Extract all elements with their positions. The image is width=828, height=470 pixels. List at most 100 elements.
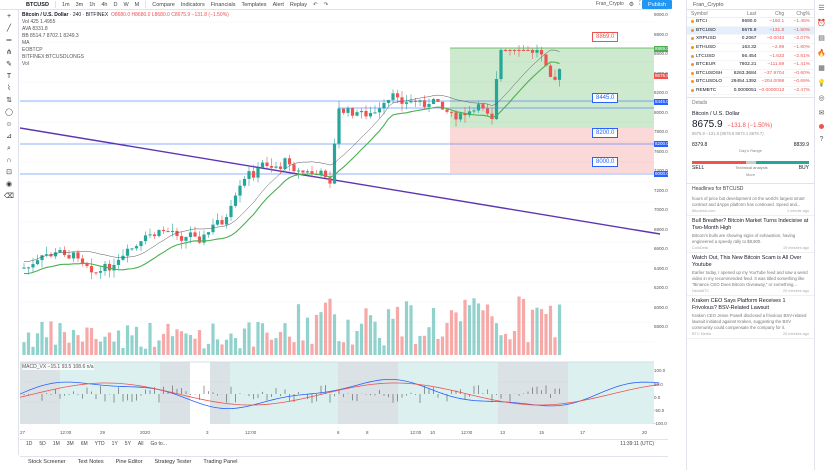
range-all[interactable]: All [137, 441, 144, 447]
legend-row[interactable]: MA [22, 40, 30, 46]
prediction-icon[interactable]: ⇅ [6, 97, 12, 104]
magnet-icon[interactable]: ∩ [6, 157, 12, 164]
interval-3m[interactable]: 3m [75, 1, 84, 8]
publish-button[interactable]: Publish [642, 0, 672, 9]
watchlist-row[interactable]: XRPUSD 0.2067 −0.0043 −2.07% [687, 35, 814, 44]
watchlist-row[interactable]: BTCEUR 7802.21 −111.69 −1.41% [687, 61, 814, 70]
ideas-icon[interactable]: 💡 [817, 80, 826, 87]
templates-button[interactable]: Templates [241, 1, 267, 8]
interval-m[interactable]: M [134, 1, 140, 8]
range-1m[interactable]: 1M [52, 441, 60, 447]
range-6m[interactable]: 6M [80, 441, 88, 447]
macd-legend[interactable]: MACD_VX −15.1 93.5 108.6 n/a [22, 364, 94, 370]
pitchfork-icon[interactable]: ⋔ [6, 49, 12, 56]
range-5y[interactable]: 5Y [124, 441, 131, 447]
lock-icon[interactable]: ⊡ [6, 169, 12, 176]
trash-icon[interactable]: ⌫ [4, 193, 14, 200]
news-item[interactable]: Bull Breather? Bitcoin Market Turns Inde… [687, 216, 814, 254]
utc-clock[interactable]: 11:39:11 (UTC) [620, 441, 654, 447]
text-icon[interactable]: T [6, 73, 12, 80]
brush-icon[interactable]: ✎ [6, 61, 12, 68]
news-item[interactable]: Watch Out, This New Bitcoin Scam is All … [687, 253, 814, 297]
chart-area[interactable] [20, 10, 668, 437]
ruler-icon[interactable]: ⊿ [6, 133, 12, 140]
legend-row[interactable]: BB 8514.7 8702.1 8249.3 [22, 33, 79, 39]
calendar-icon[interactable]: ▦ [818, 65, 825, 72]
news-item[interactable]: Kraken CEO Says Platform Receives 1 Friv… [687, 296, 814, 340]
watchlist-row[interactable]: REMBTC 0.0000051 −0.0000013 −2.47% [687, 87, 814, 96]
hotlist-icon[interactable]: 🔥 [817, 50, 826, 57]
legend-row[interactable]: BITFINEX:BTCUSDLONGS [22, 54, 84, 60]
column-symbol[interactable]: Symbol [691, 11, 708, 17]
zoom-icon[interactable]: ⌕ [7, 145, 11, 152]
price-level-8000[interactable]: 8000.0 [592, 157, 619, 167]
macd-histogram [248, 394, 250, 397]
icons-icon[interactable]: ☺ [5, 121, 13, 128]
trendline-icon[interactable]: ╱ [6, 25, 12, 32]
watchlist-row[interactable]: BTCUSDSH 6263.3684 −37.9704 −0.60% [687, 70, 814, 79]
news-item[interactable]: hours of price but development on the wo… [687, 193, 814, 217]
data-window-icon[interactable]: ▤ [818, 35, 825, 42]
interval-1h[interactable]: 1h [89, 1, 96, 8]
more-button[interactable]: More [745, 172, 756, 178]
visibility-icon[interactable]: ◉ [5, 181, 13, 188]
macd-line [20, 378, 660, 410]
alert-button[interactable]: Alert [272, 1, 284, 8]
settings-icon[interactable]: ⚙ [628, 2, 635, 8]
help-icon[interactable]: ? [819, 136, 824, 143]
shapes-icon[interactable]: ◯ [5, 109, 13, 116]
legend-row[interactable]: Vol [22, 61, 29, 67]
indicators-button[interactable]: Indicators [180, 1, 205, 8]
watchlist-icon[interactable]: ☰ [818, 5, 825, 12]
range-ytd[interactable]: YTD [94, 441, 105, 447]
interval-4h[interactable]: 4h [101, 1, 108, 8]
financials-button[interactable]: Financials [210, 1, 236, 8]
column-last[interactable]: Last [747, 11, 757, 17]
price-level-8869[interactable]: 8869.0 [592, 32, 619, 42]
tab-strategy-tester[interactable]: Strategy Tester [154, 459, 192, 465]
range-1d[interactable]: 1D [26, 441, 33, 447]
interval-1m[interactable]: 1m [61, 1, 70, 8]
tab-text-notes[interactable]: Text Notes [77, 459, 104, 465]
news-header[interactable]: Headlines for BTCUSD [687, 183, 814, 193]
watchlist-row[interactable]: LTCUSD 56.454 −1.633 −2.81% [687, 52, 814, 61]
pattern-icon[interactable]: ⌇ [7, 85, 11, 92]
legend-row[interactable]: Vol 425 1.4955 [22, 19, 56, 25]
interval-d[interactable]: D [113, 1, 118, 8]
volume-bar [427, 327, 431, 355]
chat-icon[interactable]: ✉ [818, 110, 825, 117]
column-chg-pct[interactable]: Chg% [796, 11, 810, 17]
watchlist-row[interactable]: BTCI 8690.0 −150.1 −1.45% [687, 18, 814, 27]
undo-icon[interactable]: ↶ [313, 1, 318, 8]
goto-button[interactable]: Go to... [150, 441, 167, 447]
compare-button[interactable]: Compare [152, 1, 175, 8]
replay-button[interactable]: Replay [289, 1, 307, 8]
legend-row[interactable]: AVA 8331.8 [22, 26, 48, 32]
price-chart[interactable] [20, 10, 668, 437]
tab-stock-screener[interactable]: Stock Screener [28, 459, 66, 465]
range-5d[interactable]: 5D [39, 441, 46, 447]
tab-trading-panel[interactable]: Trading Panel [203, 459, 238, 465]
streams-icon[interactable]: ◎ [818, 95, 825, 102]
symbol-search[interactable]: BTCUSD [26, 1, 49, 8]
interval-w[interactable]: W [123, 1, 129, 8]
watchlist-header[interactable]: Fran_Crypto [687, 0, 814, 10]
price-level-8445[interactable]: 8445.0 [592, 93, 619, 103]
time-axis[interactable]: 27 12:00 29 2020 3 12:00 6 8 12:00 10 12:00 13 15 17 2… [20, 430, 654, 438]
watchlist-row[interactable]: BTCUSD 8675.9 −131.8 −1.50% [687, 26, 814, 36]
price-axis[interactable]: 9000.08800.08600.08400.08200.08000.07800… [654, 10, 669, 437]
watchlist-row[interactable]: BTCUSDLO 29454.1392 −204.0098 −0.69% [687, 78, 814, 87]
layout-name[interactable]: Fran_Crypto [596, 1, 624, 7]
range-1y[interactable]: 1Y [111, 441, 118, 447]
horizontal-line-icon[interactable]: ═ [6, 37, 12, 44]
crosshair-icon[interactable]: + [6, 13, 12, 20]
watchlist-row[interactable]: ETHUSD 163.32 −2.99 −1.80% [687, 44, 814, 53]
redo-icon[interactable]: ↷ [323, 1, 329, 8]
range-3m[interactable]: 3M [66, 441, 74, 447]
column-chg[interactable]: Chg [775, 11, 785, 17]
tab-pine-editor[interactable]: Pine Editor [115, 459, 143, 465]
alerts-icon[interactable]: ⏰ [817, 20, 826, 27]
price-level-8200[interactable]: 8200.0 [592, 128, 619, 138]
legend-row[interactable]: EOBTCP [22, 47, 43, 53]
fullscreen-icon[interactable]: ⛶ [639, 1, 643, 8]
